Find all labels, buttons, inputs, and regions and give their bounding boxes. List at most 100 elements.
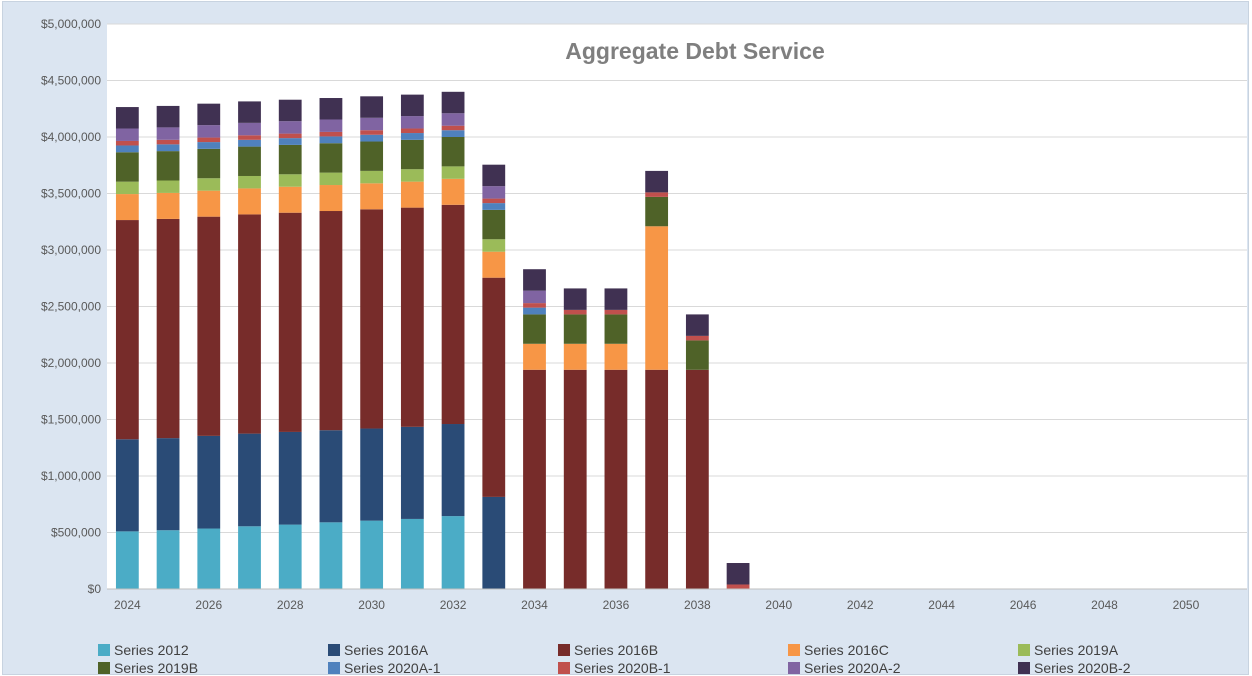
legend-swatch <box>788 644 800 656</box>
x-tick-label: 2040 <box>765 598 792 612</box>
bar-segment <box>482 251 506 278</box>
bar-segment <box>156 180 180 193</box>
legend-swatch <box>788 662 800 674</box>
legend-label: Series 2016A <box>344 642 429 658</box>
bar-segment <box>360 183 384 210</box>
bar-segment <box>604 369 628 589</box>
bar-segment <box>645 226 669 370</box>
bar-segment <box>523 369 546 589</box>
bar-segment <box>441 130 465 137</box>
bar-segment <box>441 178 465 205</box>
bar-segment <box>523 343 546 370</box>
bar-segment <box>115 145 139 153</box>
legend-item: Series 2016C <box>788 642 1018 658</box>
bar-segment <box>156 139 180 145</box>
bar-segment <box>482 198 506 204</box>
legend-swatch <box>328 662 340 674</box>
bar-segment <box>563 369 587 589</box>
bar-segment <box>604 309 628 315</box>
bar-segment <box>278 133 302 139</box>
bar-segment <box>278 121 302 134</box>
legend-swatch <box>558 644 570 656</box>
bar-segment <box>238 135 261 140</box>
legend-item: Series 2016B <box>558 642 788 658</box>
bar-segment <box>441 113 465 126</box>
bar-segment <box>523 314 546 344</box>
bar-segment <box>400 518 424 589</box>
bar-segment <box>156 127 180 140</box>
y-tick-label: $1,500,000 <box>41 413 101 427</box>
x-tick-label: 2034 <box>521 598 548 612</box>
legend-label: Series 2012 <box>114 642 189 658</box>
bar-segment <box>319 136 343 144</box>
chart-title: Aggregate Debt Service <box>565 38 824 64</box>
chart-canvas: $0 $500,000 $1,000,000 $1,500,000 $2,000,000… <box>41 17 1247 612</box>
bar-segment <box>319 98 343 120</box>
bar-segment <box>685 340 709 370</box>
bar-segment <box>360 117 384 131</box>
legend-swatch <box>328 644 340 656</box>
bar-segment <box>400 133 424 140</box>
bar-segment <box>400 426 424 519</box>
bar-segment <box>319 522 343 589</box>
legend-label: Series 2020B-1 <box>574 660 671 676</box>
bar-segment <box>482 203 506 210</box>
bar-segment <box>197 435 221 529</box>
bar-segment <box>319 185 343 212</box>
bar-segment <box>278 138 302 145</box>
bar-segment <box>278 144 302 175</box>
x-tick-label: 2026 <box>195 598 222 612</box>
bar-segment <box>360 134 384 142</box>
bars <box>115 91 750 589</box>
bar-segment <box>645 196 669 227</box>
bar-segment <box>238 146 261 176</box>
bar-segment <box>115 194 139 221</box>
legend-label: Series 2019A <box>1034 642 1119 658</box>
x-tick-label: 2048 <box>1091 598 1118 612</box>
bar-segment <box>197 190 221 217</box>
bar-segment <box>319 172 343 186</box>
bar-segment <box>482 209 506 240</box>
bar-segment <box>563 343 587 370</box>
x-tick-label: 2044 <box>928 598 955 612</box>
bar-segment <box>563 314 587 344</box>
y-tick-label: $2,500,000 <box>41 300 101 314</box>
bar-segment <box>238 101 261 123</box>
bar-segment <box>523 303 546 308</box>
bar-segment <box>441 125 465 131</box>
x-tick-label: 2030 <box>358 598 385 612</box>
bar-segment <box>441 166 465 179</box>
x-tick-label: 2046 <box>1010 598 1037 612</box>
bar-segment <box>360 520 384 589</box>
bar-segment <box>115 181 139 195</box>
bar-segment <box>482 164 506 187</box>
x-tick-label: 2032 <box>440 598 467 612</box>
x-tick-label: 2038 <box>684 598 711 612</box>
bar-segment <box>441 137 465 167</box>
legend-label: Series 2019B <box>114 660 199 676</box>
legend-item: Series 2020A-2 <box>788 660 1018 676</box>
x-axis-ticks: 2024 2026 2028 2030 2032 2034 2036 2038 2040 2042… <box>114 598 1200 612</box>
bar-segment <box>482 277 506 497</box>
bar-segment <box>360 209 384 429</box>
bar-segment <box>400 207 424 427</box>
legend-label: Series 2016C <box>804 642 889 658</box>
legend-item: Series 2020A-1 <box>328 660 558 676</box>
bar-segment <box>278 431 302 525</box>
y-tick-label: $5,000,000 <box>41 17 101 31</box>
bar-segment <box>278 174 302 187</box>
bar-segment <box>645 170 669 193</box>
x-tick-label: 2036 <box>603 598 630 612</box>
legend-swatch <box>558 662 570 674</box>
bar-segment <box>238 188 261 215</box>
bar-segment <box>115 152 139 182</box>
legend-label: Series 2020B-2 <box>1034 660 1131 676</box>
bar-segment <box>400 94 424 117</box>
bar-segment <box>482 239 506 252</box>
bar-segment <box>441 91 465 114</box>
bar-segment <box>115 439 139 532</box>
bar-segment <box>238 526 261 589</box>
bar-segment <box>319 143 343 173</box>
bar-segment <box>156 144 180 152</box>
